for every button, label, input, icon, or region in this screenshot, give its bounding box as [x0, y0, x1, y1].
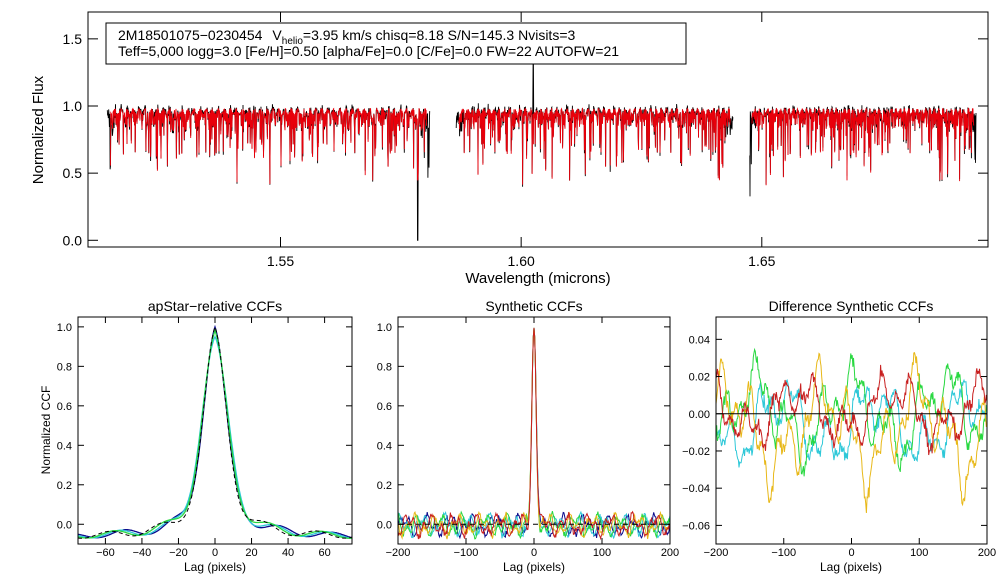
apstar-ccf-ytick-label: 0.2: [57, 480, 72, 492]
apstar-ccf-ytick-label: 0.8: [57, 361, 72, 373]
apstar-ccf-xtick-label: 0: [212, 547, 218, 559]
spectrum-ytick-label: 1.0: [63, 98, 83, 114]
synthetic-ccf-xlabel: Lag (pixels): [503, 560, 565, 574]
apstar-ccf-xtick-label: 20: [245, 547, 257, 559]
apstar-ccf-ticks: −60 −40 −20 0 20 40 60 0.0 0.2 0.4 0.6 0.8 1.0: [57, 317, 352, 559]
spectrum-ticks: 1.55 1.60 1.65 0.0 0.5 1.0 1.5: [63, 12, 988, 269]
apstar-ccf-visit-2: [78, 335, 352, 539]
difference-ccf-xtick-label: 200: [978, 547, 996, 559]
spectrum-traces: [106, 58, 977, 241]
difference-ccf-ytick-label: 0.00: [689, 409, 710, 421]
spectrum-ylabel: Normalized Flux: [30, 75, 47, 184]
apstar-ccf-ylabel: Normalized CCF: [39, 386, 53, 475]
difference-ccf-frame: [715, 316, 988, 545]
spectrum-frame: [87, 11, 989, 248]
apstar-ccf-xtick-label: −20: [169, 547, 188, 559]
synthetic-ccf-ytick-label: 1.0: [377, 322, 392, 334]
synthetic-ccf-ticks: −200 −100 0 100 200 0.0 0.2 0.4 0.6 0.8 1.0: [377, 317, 679, 559]
difference-ccf-traces: [716, 347, 987, 514]
info-vhelio-sub: helio: [282, 36, 304, 47]
synthetic-ccf-ytick-label: 0.8: [377, 361, 392, 373]
info-line-1: 2M18501075−0230454 Vhelio=3.95 km/s chisq…: [118, 27, 575, 47]
apstar-ccf-panel: −60 −40 −20 0 20 40 60 0.0 0.2 0.4 0.6 0.8 1.0 apSta…: [39, 298, 353, 574]
apstar-ccf-xtick-label: 40: [282, 547, 294, 559]
apstar-ccf-traces: [78, 324, 352, 539]
spectrum-xtick-label: 1.55: [267, 253, 294, 269]
synthetic-ccf-xtick-label: −200: [386, 547, 411, 559]
synthetic-ccf-xtick-label: 100: [593, 547, 611, 559]
difference-ccf-xtick-label: 100: [910, 547, 928, 559]
spectrum-xlabel: Wavelength (microns): [465, 270, 610, 287]
synthetic-ccf-xtick-label: 0: [531, 547, 537, 559]
difference-ccf-ytick-label: 0.04: [689, 334, 710, 346]
synthetic-ccf-visit-5: [398, 327, 670, 541]
spectrum-xtick-label: 1.60: [508, 253, 535, 269]
synthetic-ccf-visit-3: [398, 327, 670, 540]
apstar-ccf-visit-3: [78, 328, 352, 539]
difference-ccf-panel: −200 −100 0 100 200 −0.06 −0.04 −0.02 0.00 0.02 0.…: [682, 298, 996, 574]
difference-ccf-lines: [716, 347, 987, 514]
synthetic-ccf-visit-1: [398, 327, 670, 540]
synthetic-ccf-title: Synthetic CCFs: [485, 298, 582, 314]
apstar-ccf-combined: [78, 325, 352, 539]
difference-ccf-ytick-label: 0.02: [689, 372, 710, 384]
synthetic-ccf-xtick-label: −100: [454, 547, 479, 559]
observed-spectrum-group: [106, 58, 977, 241]
difference-ccf-xtick-label: −200: [704, 547, 729, 559]
info-vhelio-label: V: [272, 27, 282, 43]
difference-ccf-xlabel: Lag (pixels): [820, 560, 882, 574]
difference-ccf-xtick-label: 0: [848, 547, 854, 559]
synthetic-ccf-visit-2: [398, 327, 670, 540]
model-spectrum-chip-3: [751, 107, 975, 186]
difference-ccf-ytick-label: −0.02: [682, 446, 710, 458]
spectrum-panel: 1.55 1.60 1.65 0.0 0.5 1.0 1.5 2M18501075−0230…: [30, 11, 989, 287]
synthetic-ccf-traces: [398, 327, 670, 541]
info-box: [105, 22, 687, 65]
difference-ccf-xtick-label: −100: [771, 547, 796, 559]
spectrum-ytick-label: 0.5: [63, 165, 83, 181]
difference-ccf-ticks: −200 −100 0 100 200 −0.06 −0.04 −0.02 0.00 0.02 0.…: [682, 317, 996, 559]
difference-ccf-ytick-label: −0.04: [682, 483, 710, 495]
apstar-ccf-xlabel: Lag (pixels): [184, 560, 246, 574]
difference-ccf-ytick-label: −0.06: [682, 520, 710, 532]
apstar-ccf-xtick-label: −60: [96, 547, 115, 559]
info-line-1-rest: =3.95 km/s chisq=8.18 S/N=145.3 Nvisits=…: [303, 27, 576, 43]
model-spectrum-chip-1: [110, 107, 427, 185]
info-star-id: 2M18501075−0230454: [118, 27, 263, 43]
apstar-ccf-title: apStar−relative CCFs: [148, 298, 282, 314]
synthetic-ccf-ytick-label: 0.6: [377, 401, 392, 413]
spectrum-xtick-label: 1.65: [748, 253, 775, 269]
spectrum-ytick-label: 0.0: [63, 232, 83, 248]
synthetic-ccf-ytick-label: 0.0: [377, 519, 392, 531]
synthetic-ccf-xtick-label: 200: [661, 547, 679, 559]
synthetic-ccf-frame: [397, 316, 671, 545]
info-line-2: Teff=5,000 logg=3.0 [Fe/H]=0.50 [alpha/F…: [118, 43, 619, 59]
synthetic-ccf-panel: −200 −100 0 100 200 0.0 0.2 0.4 0.6 0.8 1.0 Synthe…: [377, 298, 679, 574]
apstar-ccf-ytick-label: 1.0: [57, 322, 72, 334]
apstar-ccf-visit-1: [78, 324, 352, 539]
difference-ccf-diff-1: [716, 378, 987, 468]
model-spectrum-group: [110, 107, 975, 186]
apstar-ccf-ytick-label: 0.0: [57, 519, 72, 531]
model-spectrum-chip-2: [458, 107, 731, 185]
apstar-ccf-frame: [77, 316, 353, 545]
synthetic-ccf-visit-4: [398, 327, 670, 540]
synthetic-ccf-ytick-label: 0.4: [377, 440, 392, 452]
apstar-ccf-lines: [78, 324, 352, 539]
apstar-ccf-xtick-label: −40: [133, 547, 152, 559]
spectrum-ytick-label: 1.5: [63, 31, 83, 47]
difference-ccf-diff-2: [716, 347, 987, 477]
apstar-ccf-ytick-label: 0.6: [57, 401, 72, 413]
difference-ccf-diff-4: [716, 364, 987, 456]
synthetic-ccf-lines: [398, 327, 670, 541]
apstar-ccf-xtick-label: 60: [318, 547, 330, 559]
difference-ccf-title: Difference Synthetic CCFs: [769, 298, 934, 314]
synthetic-ccf-ytick-label: 0.2: [377, 480, 392, 492]
difference-ccf-diff-3: [716, 352, 987, 514]
apstar-ccf-ytick-label: 0.4: [57, 440, 72, 452]
